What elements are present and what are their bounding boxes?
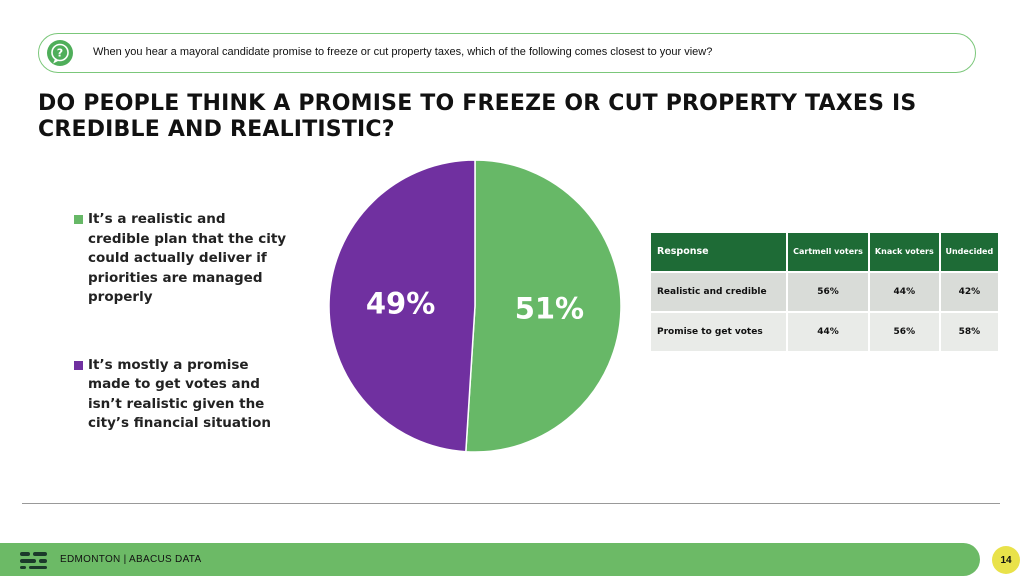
pie-data-label: 49% <box>366 287 435 321</box>
response-table: Response Cartmell voters Knack voters Un… <box>649 231 1000 353</box>
legend-item-realistic: It’s a realistic and credible plan that … <box>74 210 289 308</box>
cell-value: 44% <box>869 273 939 311</box>
table-row: Realistic and credible 56% 44% 42% <box>651 273 998 311</box>
pie-slice-1 <box>328 159 476 453</box>
page-number: 14 <box>992 546 1020 574</box>
svg-text:?: ? <box>57 47 63 60</box>
chart-legend: It’s a realistic and credible plan that … <box>74 210 289 434</box>
legend-swatch-green <box>74 215 83 224</box>
row-label: Promise to get votes <box>651 313 786 351</box>
cell-value: 56% <box>869 313 939 351</box>
page-title: DO PEOPLE THINK A PROMISE TO FREEZE OR C… <box>38 91 917 142</box>
footer-text: EDMONTON | ABACUS DATA <box>60 554 202 565</box>
cell-value: 58% <box>940 313 998 351</box>
header-undecided: Undecided <box>940 233 998 271</box>
question-bar: ? When you hear a mayoral candidate prom… <box>38 33 976 73</box>
pie-slice-0 <box>465 159 622 453</box>
question-text: When you hear a mayoral candidate promis… <box>93 46 713 58</box>
legend-label: It’s mostly a promise made to get votes … <box>88 356 271 432</box>
pie-data-label: 51% <box>515 291 584 325</box>
cell-value: 42% <box>940 273 998 311</box>
table-header-row: Response Cartmell voters Knack voters Un… <box>651 233 998 271</box>
legend-swatch-purple <box>74 360 83 370</box>
table-row: Promise to get votes 44% 56% 58% <box>651 313 998 351</box>
legend-label: It’s a realistic and credible plan that … <box>88 211 287 305</box>
pie-chart: 51% 49% <box>328 159 622 453</box>
question-icon: ? <box>47 40 73 66</box>
cell-value: 56% <box>788 273 868 311</box>
cell-value: 44% <box>788 313 868 351</box>
divider <box>22 503 1000 504</box>
legend-item-promise: It’s mostly a promise made to get votes … <box>74 356 289 434</box>
footer-bar <box>0 543 980 576</box>
row-label: Realistic and credible <box>651 273 786 311</box>
header-response: Response <box>651 233 786 271</box>
abacus-logo-icon <box>20 552 47 569</box>
header-cartmell: Cartmell voters <box>788 233 868 271</box>
header-knack: Knack voters <box>869 233 939 271</box>
